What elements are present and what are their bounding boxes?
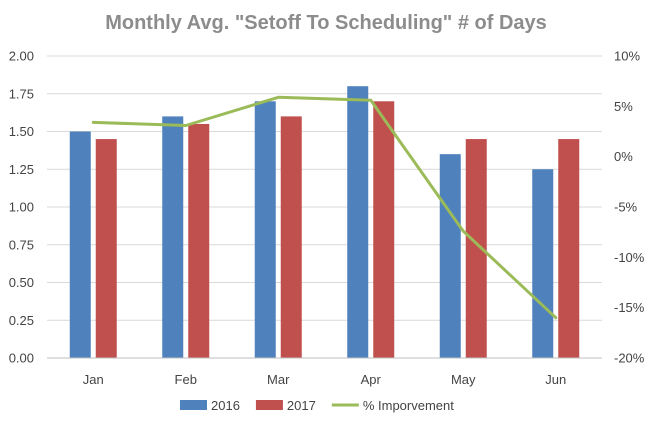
bar-2016-Apr — [347, 86, 369, 358]
y-right-tick-label: 0% — [614, 149, 633, 164]
y-left-tick-label: 0.00 — [9, 351, 34, 366]
y-left-tick-label: 0.50 — [9, 275, 34, 290]
bar-2017-Mar — [280, 116, 302, 359]
line-% Imporvement — [91, 95, 558, 320]
legend-label: % Imporvement — [363, 398, 454, 413]
bar-2016-Feb — [162, 116, 184, 359]
legend: 2016 2017 % Imporvement — [180, 398, 454, 413]
gridlines — [47, 55, 602, 359]
legend-swatch — [180, 400, 207, 410]
legend-label: 2016 — [211, 398, 240, 413]
x-tick-label: Apr — [361, 372, 382, 387]
y-right-tick-label: 5% — [614, 99, 633, 114]
bar-2017-Apr — [373, 101, 395, 359]
line-series — [91, 95, 558, 320]
y-right-tick-label: -5% — [614, 200, 638, 215]
bar-2017-May — [465, 139, 487, 358]
x-tick-label: Feb — [175, 372, 197, 387]
y-left-tick-label: 1.25 — [9, 162, 34, 177]
y-left-tick-label: 0.25 — [9, 313, 34, 328]
y-left-tick-label: 1.00 — [9, 200, 34, 215]
bar-2017-Jun — [558, 139, 580, 358]
legend-label: 2017 — [287, 398, 316, 413]
bar-2016-Mar — [254, 101, 276, 359]
y-right-tick-label: -10% — [614, 250, 645, 265]
x-tick-label: May — [451, 372, 476, 387]
bar-2017-Feb — [188, 123, 210, 358]
legend-item: 2016 — [180, 398, 240, 413]
y-left-tick-label: 0.75 — [9, 237, 34, 252]
bar-series — [69, 86, 580, 359]
x-tick-label: Jan — [83, 372, 104, 387]
legend-item: % Imporvement — [331, 398, 454, 413]
y-left-tick-label: 1.75 — [9, 86, 34, 101]
axes: 0.00 0.25 0.50 0.75 1.00 1.25 1.50 1.75 2.00 -20%… — [9, 49, 645, 388]
bar-2017-Jan — [95, 139, 117, 358]
legend-swatch — [255, 400, 283, 410]
bar-2016-Jan — [69, 131, 91, 358]
y-right-tick-label: -15% — [614, 300, 645, 315]
legend-item: 2017 — [255, 398, 316, 413]
y-right-tick-label: -20% — [614, 351, 645, 366]
y-left-tick-label: 2.00 — [9, 49, 34, 64]
y-left-tick-label: 1.50 — [9, 124, 34, 139]
chart-title: Monthly Avg. "Setoff To Scheduling" # of… — [105, 12, 547, 34]
x-tick-label: Jun — [545, 372, 566, 387]
y-right-tick-label: 10% — [614, 49, 640, 64]
x-tick-label: Mar — [267, 372, 290, 387]
bar-2016-Jun — [532, 169, 554, 358]
bar-2016-May — [439, 154, 461, 358]
